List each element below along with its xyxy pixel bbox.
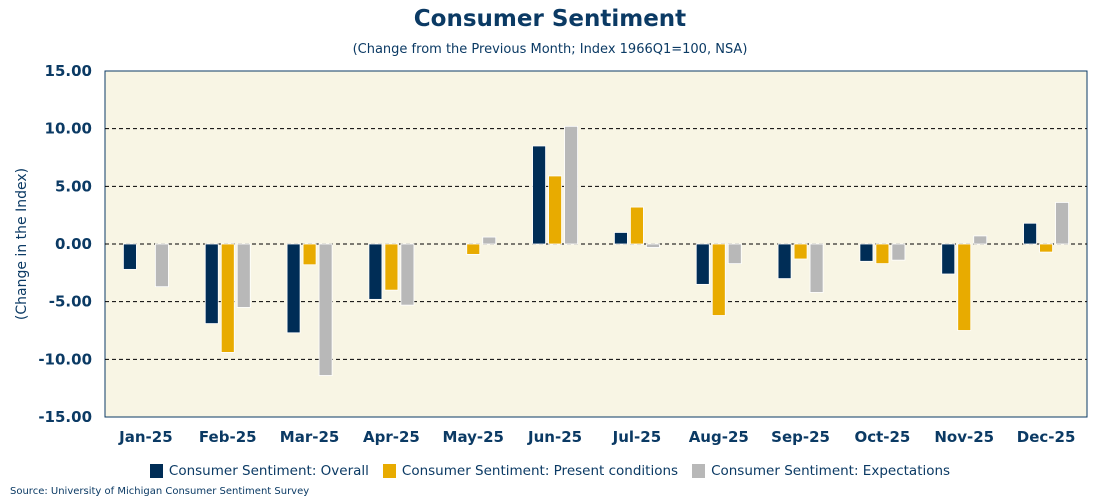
y-axis-label: (Change in the Index) [14,167,30,321]
bar-Aug-25-2 [727,243,742,265]
legend-item-expectations: Consumer Sentiment: Expectations [692,463,950,479]
y-tick-label: -5.00 [49,293,92,311]
plot-area: 15.00 10.00 5.00 0.00 -5.00 -10.00 -15.00 Jan-2… [38,62,1088,446]
bar-Dec-25-0 [1023,222,1037,245]
bar-Dec-25-1 [1039,243,1053,253]
x-tick-label: Mar-25 [280,428,340,446]
bar-Oct-25-0 [859,243,874,262]
legend-swatch [692,464,706,478]
y-tick-label: 10.00 [45,120,92,138]
chart-title: Consumer Sentiment [413,6,687,32]
bar-Oct-25-2 [891,243,906,261]
bar-Aug-25-1 [711,243,726,316]
y-tick-label: -15.00 [38,408,92,426]
bar-Nov-25-2 [973,235,988,245]
bar-Feb-25-2 [236,243,251,308]
x-tick-label: Aug-25 [689,428,749,446]
bar-May-25-2 [482,236,497,245]
bar-Jul-25-2 [646,243,660,248]
bar-Jun-25-2 [564,125,578,245]
bar-Nov-25-0 [941,243,956,275]
y-tick-label: -10.00 [38,350,92,368]
bar-Dec-25-2 [1055,202,1069,245]
bar-Feb-25-0 [204,243,219,324]
x-tick-label: May-25 [443,428,504,446]
bar-Jun-25-1 [548,175,562,245]
bar-Mar-25-1 [302,243,317,266]
source-note: Source: University of Michigan Consumer … [10,486,310,497]
x-tick-label: Jul-25 [612,428,662,446]
bar-Jul-25-0 [614,232,628,245]
legend-label: Consumer Sentiment: Expectations [711,463,951,479]
bar-Nov-25-1 [957,243,972,331]
y-tick-label: 5.00 [55,177,92,195]
bar-Sep-25-2 [809,243,824,293]
legend-label: Consumer Sentiment: Overall [168,463,369,479]
legend-swatch [382,464,396,478]
legend-swatch [149,464,163,478]
bar-Mar-25-2 [318,243,333,376]
x-tick-label: Jan-25 [118,428,172,446]
bar-Jan-25-2 [155,243,169,288]
bar-Jan-25-0 [123,243,137,270]
x-tick-label: Dec-25 [1017,428,1076,446]
bar-Feb-25-1 [220,243,235,353]
legend-item-present: Consumer Sentiment: Present conditions [382,463,679,479]
x-tick-label: Nov-25 [934,428,994,446]
x-tick-label: Apr-25 [363,428,420,446]
chart-subtitle: (Change from the Previous Month; Index 1… [352,42,748,57]
bar-Jul-25-1 [630,206,644,245]
bar-Sep-25-0 [777,243,792,279]
y-tick-label: 15.00 [45,62,92,80]
bar-May-25-1 [466,243,481,255]
bar-Apr-25-2 [400,243,415,306]
x-tick-label: Oct-25 [854,428,910,446]
bar-Oct-25-1 [875,243,890,265]
legend-item-overall: Consumer Sentiment: Overall [149,463,369,479]
x-tick-label: Jun-25 [527,428,582,446]
bar-Mar-25-0 [286,243,301,334]
legend: Consumer Sentiment: Overall Consumer Sen… [0,463,1100,479]
bar-Jun-25-0 [532,145,546,245]
bar-Aug-25-0 [695,243,710,285]
x-tick-label: Feb-25 [199,428,257,446]
x-tick-label: Sep-25 [771,428,830,446]
bar-Apr-25-1 [384,243,399,291]
legend-label: Consumer Sentiment: Present conditions [401,463,679,479]
bar-Apr-25-0 [368,243,383,300]
y-tick-label: 0.00 [55,235,92,253]
bar-Sep-25-1 [793,243,808,260]
